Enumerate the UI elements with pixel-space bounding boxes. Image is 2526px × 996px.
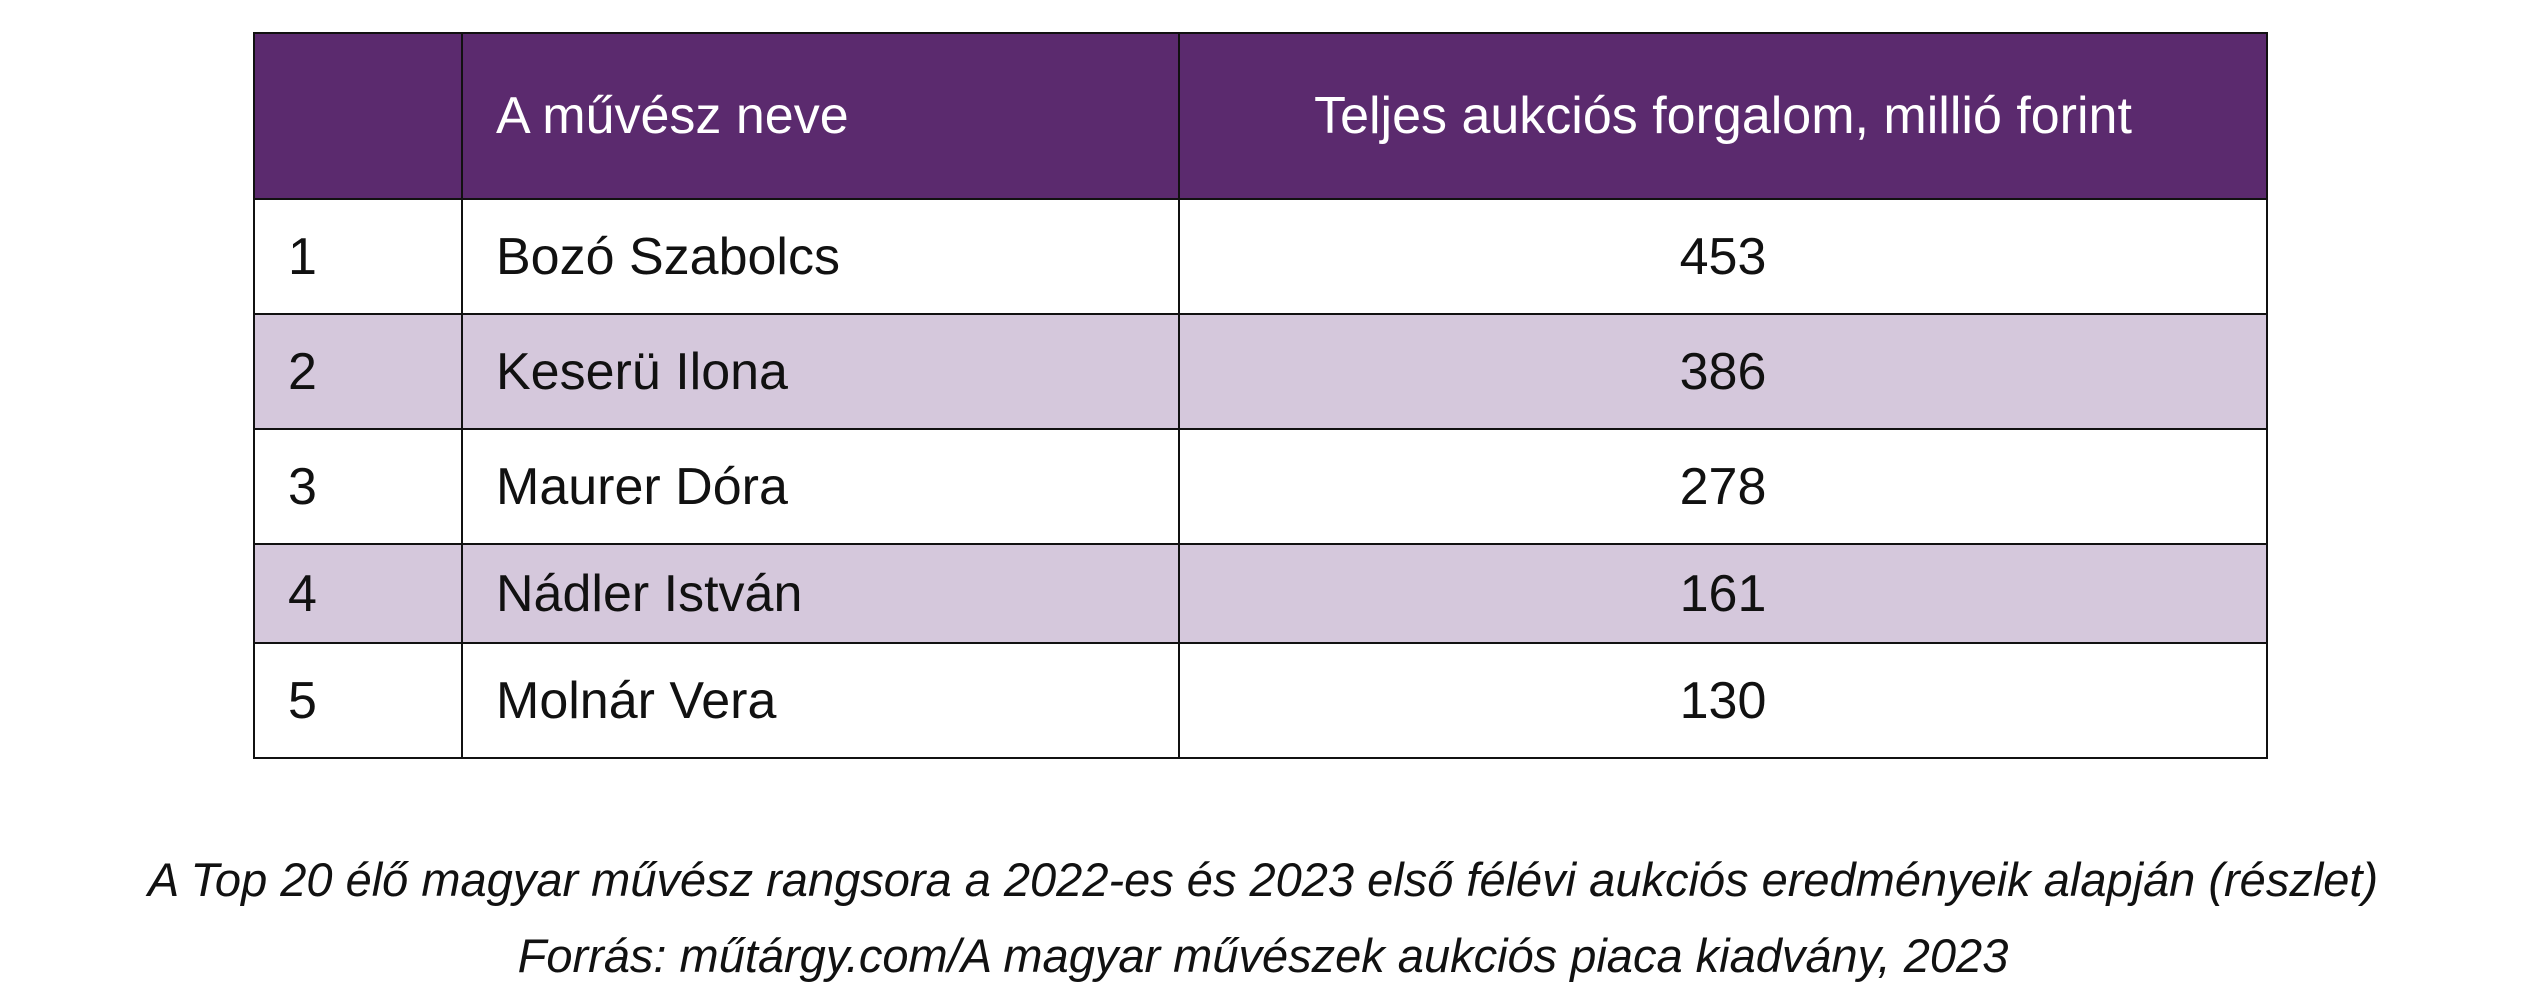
table-row: 2 Keserü Ilona 386 <box>253 313 2268 430</box>
value-cell: 386 <box>1178 313 2268 430</box>
value-cell: 161 <box>1178 543 2268 644</box>
ranking-table: A művész neve Teljes aukciós forgalom, m… <box>253 32 2268 759</box>
value-cell: 278 <box>1178 428 2268 545</box>
rank-cell: 4 <box>253 543 463 644</box>
header-cell <box>253 32 463 200</box>
value-cell: 453 <box>1178 198 2268 315</box>
name-cell: Molnár Vera <box>461 642 1180 759</box>
name-cell: Maurer Dóra <box>461 428 1180 545</box>
rank-cell: 3 <box>253 428 463 545</box>
rank-cell: 5 <box>253 642 463 759</box>
table-row: 3 Maurer Dóra 278 <box>253 428 2268 545</box>
header-cell: Teljes aukciós forgalom, millió forint <box>1178 32 2268 200</box>
caption: A Top 20 élő magyar művész rangsora a 20… <box>147 853 2379 906</box>
rank-cell: 1 <box>253 198 463 315</box>
table-row: 4 Nádler István 161 <box>253 543 2268 644</box>
table-body: 1 Bozó Szabolcs 453 2 Keserü Ilona 386 3 Maurer… <box>253 198 2268 759</box>
header-cell: A művész neve <box>461 32 1180 200</box>
value-cell: 130 <box>1178 642 2268 759</box>
table-row: 1 Bozó Szabolcs 453 <box>253 198 2268 315</box>
header-row: A művész neve Teljes aukciós forgalom, m… <box>253 32 2268 200</box>
name-cell: Nádler István <box>461 543 1180 644</box>
name-cell: Keserü Ilona <box>461 313 1180 430</box>
source: Forrás: műtárgy.com/A magyar művészek au… <box>517 929 2009 982</box>
rank-cell: 2 <box>253 313 463 430</box>
table-row: 5 Molnár Vera 130 <box>253 642 2268 759</box>
name-cell: Bozó Szabolcs <box>461 198 1180 315</box>
